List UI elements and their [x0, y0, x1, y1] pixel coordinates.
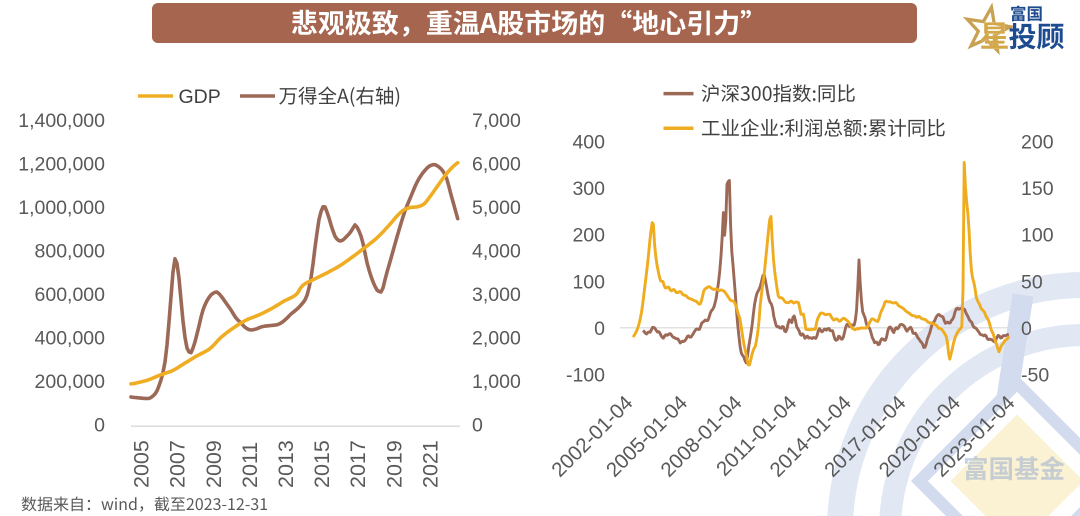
svg-text:200: 200 — [1021, 132, 1054, 154]
svg-text:400: 400 — [572, 132, 605, 154]
svg-text:0: 0 — [472, 415, 483, 437]
svg-text:0: 0 — [94, 415, 105, 437]
svg-text:2005: 2005 — [130, 440, 154, 488]
svg-text:6,000: 6,000 — [472, 154, 521, 176]
svg-text:2009: 2009 — [202, 440, 226, 488]
svg-text:5,000: 5,000 — [472, 197, 521, 219]
svg-text:1,200,000: 1,200,000 — [18, 154, 105, 176]
svg-text:50: 50 — [1021, 271, 1043, 293]
svg-text:1,400,000: 1,400,000 — [18, 110, 105, 132]
svg-text:2013: 2013 — [274, 440, 298, 488]
svg-text:2,000: 2,000 — [472, 328, 521, 350]
svg-text:2007: 2007 — [166, 440, 190, 488]
svg-text:600,000: 600,000 — [35, 284, 106, 306]
svg-text:200: 200 — [572, 225, 605, 247]
svg-text:-50: -50 — [1021, 364, 1049, 386]
svg-text:300: 300 — [572, 178, 605, 200]
svg-text:200,000: 200,000 — [35, 371, 106, 393]
svg-text:0: 0 — [1021, 318, 1032, 340]
svg-text:1,000: 1,000 — [472, 371, 521, 393]
svg-text:100: 100 — [572, 271, 605, 293]
svg-text:GDP: GDP — [179, 86, 221, 108]
svg-text:1,000,000: 1,000,000 — [18, 197, 105, 219]
svg-text:7,000: 7,000 — [472, 110, 521, 132]
svg-text:800,000: 800,000 — [35, 241, 106, 263]
svg-text:100: 100 — [1021, 225, 1054, 247]
svg-text:150: 150 — [1021, 178, 1054, 200]
svg-text:0: 0 — [594, 318, 605, 340]
svg-text:2021: 2021 — [419, 440, 443, 488]
svg-text:2011: 2011 — [238, 442, 262, 488]
svg-text:-100: -100 — [566, 364, 605, 386]
svg-text:2015: 2015 — [310, 440, 334, 488]
svg-text:4,000: 4,000 — [472, 241, 521, 263]
svg-text:400,000: 400,000 — [35, 328, 106, 350]
svg-text:2019: 2019 — [382, 440, 406, 488]
svg-text:2017: 2017 — [346, 440, 370, 488]
svg-text:3,000: 3,000 — [472, 284, 521, 306]
